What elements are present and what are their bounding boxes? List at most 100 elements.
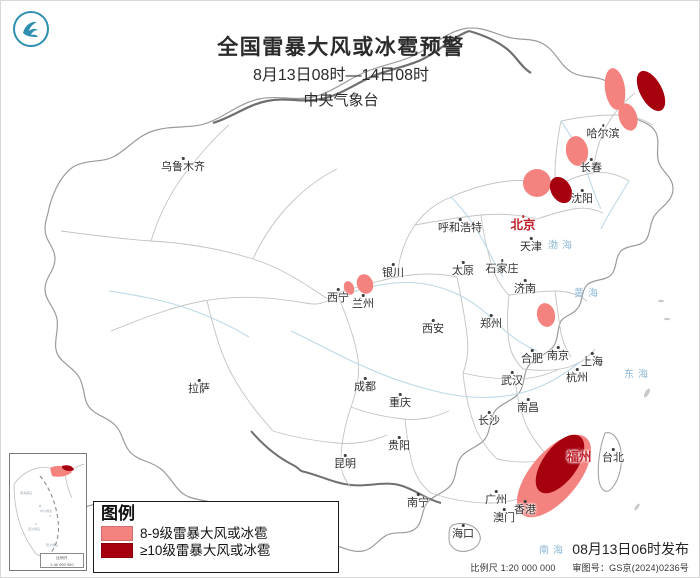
approval-number: 审图号：GS京(2024)0236号 bbox=[572, 563, 689, 573]
warning-area-qinghai-xining-east bbox=[343, 281, 355, 295]
city-label-香港: 香港 bbox=[514, 500, 536, 516]
city-marker-dot bbox=[575, 368, 579, 371]
city-marker-dot bbox=[521, 215, 525, 218]
sea-label-黄海: 黄海 bbox=[574, 288, 602, 300]
warning-area-jiangsu-anhui-north bbox=[536, 303, 556, 327]
city-label-昆明: 昆明 bbox=[334, 454, 356, 470]
hainan-island bbox=[448, 522, 481, 552]
city-label-成都: 成都 bbox=[354, 377, 376, 393]
city-label-南宁: 南宁 bbox=[407, 493, 429, 509]
svg-text:南海诸岛: 南海诸岛 bbox=[20, 490, 32, 495]
cma-dragon-logo bbox=[11, 9, 51, 49]
city-marker-dot bbox=[181, 157, 185, 160]
city-marker-dot bbox=[458, 218, 462, 221]
northern-border bbox=[212, 29, 532, 125]
legend-label-8-9: 8-9级雷暴大风或冰雹 bbox=[140, 525, 268, 541]
warning-area-fujian-coast-severe bbox=[535, 434, 585, 494]
city-marker-dot bbox=[416, 493, 420, 496]
map-scale: 比例尺 1:20 000 000 bbox=[470, 563, 556, 573]
city-label-合肥: 合肥 bbox=[521, 349, 543, 365]
issue-time: 08月13日06时发布 bbox=[572, 541, 689, 557]
city-marker-dot bbox=[502, 508, 506, 511]
city-marker-dot bbox=[556, 346, 560, 349]
city-label-福州: 福州 bbox=[566, 447, 592, 463]
city-marker-dot bbox=[363, 377, 367, 380]
city-marker-dot bbox=[500, 259, 504, 262]
city-label-长春: 长春 bbox=[580, 158, 602, 174]
legend-item-10plus: ≥10级雷暴大风或冰雹 bbox=[101, 543, 332, 558]
city-label-上海: 上海 bbox=[581, 352, 603, 368]
legend-item-8-9: 8-9级雷暴大风或冰雹 bbox=[101, 526, 332, 541]
city-label-天津: 天津 bbox=[520, 237, 542, 253]
city-label-广州: 广州 bbox=[485, 490, 507, 506]
city-marker-dot bbox=[580, 189, 584, 192]
city-marker-dot bbox=[577, 447, 581, 450]
city-label-贵阳: 贵阳 bbox=[388, 436, 410, 452]
taiwan-island bbox=[597, 432, 622, 492]
title-block: 全国雷暴大风或冰雹预警 8月13日08时—14日08时 中央气象台 bbox=[171, 35, 511, 112]
city-marker-dot bbox=[461, 261, 465, 264]
city-marker-dot bbox=[611, 448, 615, 451]
city-marker-dot bbox=[601, 124, 605, 127]
warning-area-gansu-lanzhou bbox=[356, 274, 374, 294]
city-label-长沙: 长沙 bbox=[478, 411, 500, 427]
city-label-北京: 北京 bbox=[510, 215, 536, 231]
city-marker-dot bbox=[510, 371, 514, 374]
forecast-period: 8月13日08时—14日08时 bbox=[252, 67, 430, 84]
city-marker-dot bbox=[398, 393, 402, 396]
footer-meta: 比例尺 1:20 000 000 审图号：GS京(2024)0236号 bbox=[456, 561, 689, 574]
offshore-islets bbox=[634, 299, 670, 511]
city-label-兰州: 兰州 bbox=[352, 294, 374, 310]
city-marker-dot bbox=[391, 263, 395, 266]
city-label-武汉: 武汉 bbox=[501, 371, 523, 387]
warning-area-liaoning-shenyang-west bbox=[549, 176, 573, 204]
city-marker-dot bbox=[197, 379, 201, 382]
page-title: 全国雷暴大风或冰雹预警 bbox=[217, 36, 465, 59]
legend-label-10plus: ≥10级雷暴大风或冰雹 bbox=[140, 542, 271, 558]
city-label-石家庄: 石家庄 bbox=[486, 259, 519, 275]
city-marker-dot bbox=[336, 288, 340, 291]
city-marker-dot bbox=[590, 352, 594, 355]
city-label-重庆: 重庆 bbox=[389, 393, 411, 409]
city-marker-dot bbox=[397, 436, 401, 439]
city-label-台北: 台北 bbox=[602, 448, 624, 464]
sea-label-南海: 南海 bbox=[539, 545, 567, 557]
city-marker-dot bbox=[494, 490, 498, 493]
city-label-济南: 济南 bbox=[514, 279, 536, 295]
city-label-杭州: 杭州 bbox=[566, 368, 588, 384]
legend: 图例 8-9级雷暴大风或冰雹 ≥10级雷暴大风或冰雹 bbox=[93, 501, 339, 573]
city-label-银川: 银川 bbox=[382, 263, 404, 279]
legend-title: 图例 bbox=[101, 504, 135, 523]
city-marker-dot bbox=[529, 237, 533, 240]
city-label-太原: 太原 bbox=[452, 261, 474, 277]
svg-text:西沙群岛: 西沙群岛 bbox=[28, 526, 40, 531]
legend-swatch-8-9 bbox=[101, 526, 133, 541]
south-china-sea-inset: 南海诸岛 中沙群岛 西沙群岛 南沙群岛 比例尺 1:40 000 000 bbox=[9, 453, 87, 571]
city-label-郑州: 郑州 bbox=[480, 314, 502, 330]
warning-area-liaoning-northwest bbox=[523, 169, 551, 197]
city-marker-dot bbox=[431, 319, 435, 322]
inset-scale: 比例尺 1:40 000 000 bbox=[40, 553, 84, 568]
warning-area-heilongjiang-northeast-severe bbox=[636, 70, 666, 112]
city-label-乌鲁木齐: 乌鲁木齐 bbox=[161, 157, 205, 173]
city-marker-dot bbox=[589, 158, 593, 161]
svg-text:中沙群岛: 中沙群岛 bbox=[40, 508, 52, 513]
southern-border bbox=[250, 430, 442, 504]
warning-area-heilongjiang-north bbox=[604, 68, 626, 110]
city-label-澳门: 澳门 bbox=[493, 508, 515, 524]
city-label-西宁: 西宁 bbox=[327, 288, 349, 304]
warning-area-heilongjiang-harbin-north bbox=[618, 103, 638, 131]
city-marker-dot bbox=[487, 411, 491, 414]
city-label-南京: 南京 bbox=[547, 346, 569, 362]
city-marker-dot bbox=[461, 524, 465, 527]
sea-label-东海: 东海 bbox=[624, 369, 652, 381]
city-label-南昌: 南昌 bbox=[517, 398, 539, 414]
svg-text:南沙群岛: 南沙群岛 bbox=[46, 542, 58, 547]
city-label-海口: 海口 bbox=[452, 524, 474, 540]
city-marker-dot bbox=[530, 349, 534, 352]
city-marker-dot bbox=[526, 398, 530, 401]
city-marker-dot bbox=[361, 294, 365, 297]
legend-swatch-10plus bbox=[101, 543, 133, 558]
